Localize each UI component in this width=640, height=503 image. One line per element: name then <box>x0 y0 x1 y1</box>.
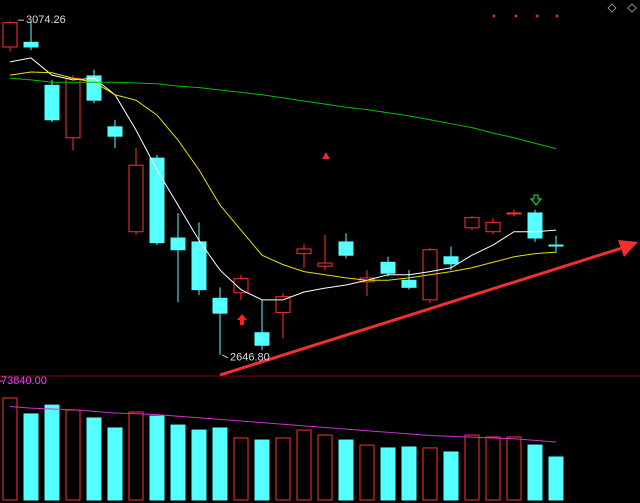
candle-body <box>338 241 354 256</box>
volume-bar <box>275 437 291 501</box>
volume-bar <box>506 436 522 501</box>
annotation-pointer <box>221 354 229 359</box>
candle-body <box>233 278 249 294</box>
candle-body <box>254 332 270 346</box>
volume-bar <box>317 434 333 501</box>
candle-body <box>170 237 186 251</box>
moving-average <box>9 57 557 301</box>
candle-body <box>527 212 543 239</box>
sell-arrow <box>529 194 543 206</box>
volume-bar <box>296 429 312 501</box>
top-markers <box>492 14 559 18</box>
volume-bar <box>170 424 186 501</box>
moving-average <box>9 71 557 281</box>
volume-bar <box>86 417 102 501</box>
volume-bar <box>254 439 270 501</box>
candle-body <box>86 75 102 101</box>
volume-bar <box>2 397 18 501</box>
volume-bar <box>44 404 60 501</box>
volume-bar <box>527 444 543 501</box>
volume-bar <box>380 447 396 501</box>
candle-body <box>44 84 60 121</box>
volume-bar <box>107 427 123 501</box>
volume-bar <box>422 447 438 501</box>
volume-bar <box>191 429 207 501</box>
candle-body <box>23 41 39 48</box>
volume-bar <box>359 444 375 501</box>
volume-bar <box>233 437 249 501</box>
volume-max-label: 73840.00 <box>1 375 47 387</box>
candle-body <box>191 241 207 291</box>
candle-body <box>149 157 165 244</box>
volume-bar <box>464 434 480 501</box>
candle-body <box>107 126 123 137</box>
candle-body <box>506 212 522 215</box>
volume-bar <box>23 413 39 501</box>
volume-bar <box>212 427 228 501</box>
volume-bar <box>338 439 354 501</box>
candle-body <box>275 296 291 313</box>
marker-triangle <box>322 152 330 159</box>
annotation-label: 2646.80 <box>230 352 270 364</box>
candle-body <box>65 77 81 139</box>
candle-body <box>296 248 312 255</box>
volume-average <box>9 406 557 443</box>
candle-body <box>485 221 501 233</box>
volume-bar <box>548 456 564 501</box>
volume-bar <box>443 451 459 501</box>
toolbar-icons <box>607 3 637 13</box>
annotation-label: 3074.26 <box>26 14 66 26</box>
candle-body <box>443 256 459 265</box>
candle-body <box>548 244 564 247</box>
volume-bar <box>65 409 81 501</box>
candle-body <box>401 279 417 288</box>
volume-bar <box>485 436 501 501</box>
candle-body <box>464 217 480 229</box>
volume-bar <box>401 446 417 501</box>
volume-bar <box>128 411 144 501</box>
candle-body <box>212 297 228 314</box>
candle-body <box>128 164 144 233</box>
candle-body <box>317 262 333 267</box>
volume-bar <box>149 415 165 501</box>
moving-average <box>9 77 557 150</box>
buy-arrow <box>237 314 247 325</box>
trend-arrow <box>219 240 638 377</box>
candle-body <box>380 261 396 274</box>
candle-body <box>2 22 18 48</box>
